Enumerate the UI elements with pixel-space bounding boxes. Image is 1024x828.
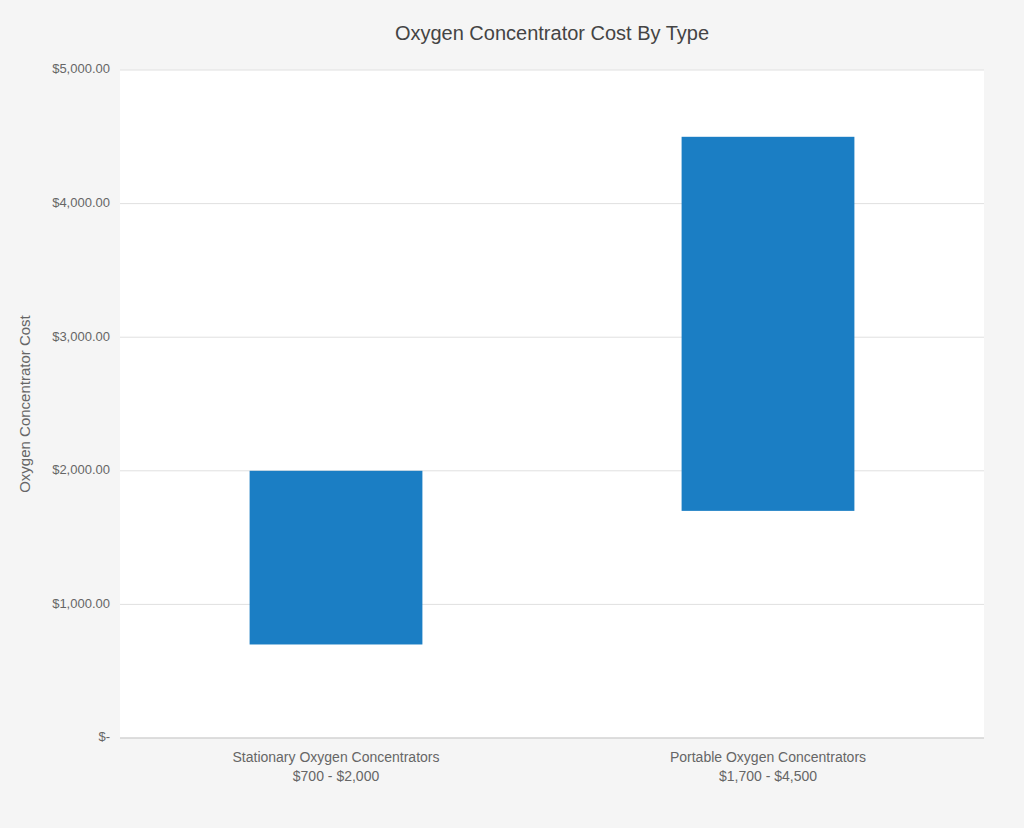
x-tick-label: Portable Oxygen Concentrators $1,700 - $4…	[670, 749, 866, 784]
x-tick-label-line: $1,700 - $4,500	[719, 768, 817, 784]
x-tick-label: Stationary Oxygen Concentrators $700 - $2…	[233, 749, 440, 784]
x-axis: Stationary Oxygen Concentrators $700 - $2…	[233, 749, 867, 784]
grid-line	[120, 70, 984, 71]
y-axis-label: Oxygen Concentrator Cost	[16, 314, 33, 492]
y-tick-label: $4,000.00	[52, 195, 110, 210]
y-tick-label: $2,000.00	[52, 462, 110, 477]
page: {"chart_data": {"type": "bar", "title": …	[0, 0, 1024, 828]
grid-line	[120, 738, 984, 739]
y-tick-label: $-	[98, 729, 110, 744]
y-tick-label: $3,000.00	[52, 329, 110, 344]
background	[0, 0, 1024, 828]
x-tick-label-line: Stationary Oxygen Concentrators	[233, 749, 440, 765]
x-tick-label-line: Portable Oxygen Concentrators	[670, 749, 866, 765]
chart-svg: $- $1,000.00 $2,000.00 $3,000.00 $4,000.00 $5…	[0, 0, 1024, 828]
bar	[250, 471, 423, 645]
grid-line	[120, 337, 984, 338]
chart-container: $- $1,000.00 $2,000.00 $3,000.00 $4,000.00 $5…	[0, 0, 1024, 828]
bar	[682, 137, 855, 511]
title: Oxygen Concentrator Cost By Type	[395, 22, 709, 44]
x-axis-line	[120, 738, 984, 739]
plot-background	[120, 70, 984, 738]
y-axis: $- $1,000.00 $2,000.00 $3,000.00 $4,000.00 $5…	[52, 61, 110, 744]
grid-line	[120, 203, 984, 204]
y-tick-label: $5,000.00	[52, 61, 110, 76]
bars	[250, 137, 855, 645]
y-tick-label: $1,000.00	[52, 596, 110, 611]
grid	[120, 70, 984, 738]
x-tick-label-line: $700 - $2,000	[293, 768, 380, 784]
